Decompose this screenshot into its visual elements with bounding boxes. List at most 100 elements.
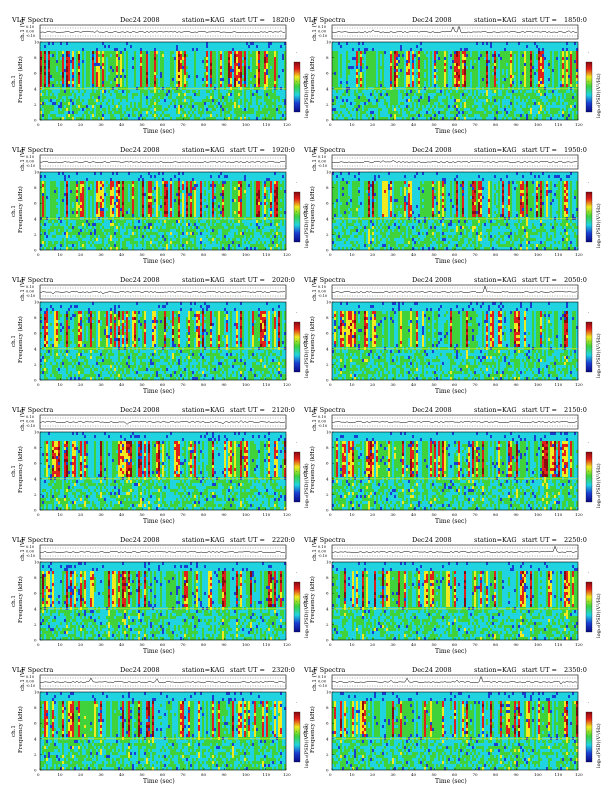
spectrogram-cell: [252, 102, 255, 106]
spectrogram-cell: [406, 60, 409, 64]
spectrogram-cell: [258, 90, 261, 94]
spectrogram-cell: [42, 57, 45, 61]
spectrogram-cell: [346, 57, 349, 61]
spectrogram-cell: [140, 72, 143, 76]
spectrogram-cell: [402, 63, 405, 67]
spectrogram-cell: [460, 108, 463, 112]
spectrogram-cell: [416, 72, 419, 76]
spectrogram-cell: [370, 117, 373, 121]
spectrogram-cell: [342, 51, 345, 55]
spectrogram-cell: [58, 48, 61, 52]
spectrogram-cell: [366, 66, 369, 70]
spectrogram-cell: [284, 78, 287, 82]
spectrogram-cell: [228, 96, 231, 100]
spectrogram-cell: [352, 45, 355, 49]
spectrogram-cell: [240, 99, 243, 103]
spectrogram-cell: [98, 90, 101, 94]
spectrogram-cell: [94, 90, 97, 94]
spectrogram-cell: [402, 96, 405, 100]
spectrogram-cell: [388, 114, 391, 118]
spectrogram-cell: [220, 60, 223, 64]
spectrogram-cell: [44, 105, 47, 109]
channel-label: ch.1: [11, 75, 17, 87]
spectrogram-cell: [166, 78, 169, 82]
spectrogram-cell: [412, 42, 415, 46]
spectrogram-cell: [394, 81, 397, 85]
spectrogram-cell: [228, 114, 231, 118]
spectrogram-cell: [40, 57, 43, 61]
spectrogram-cell: [64, 63, 67, 67]
spectrogram-cell: [268, 102, 271, 106]
spectrogram-cell: [186, 63, 189, 67]
spectrogram-cell: [54, 105, 57, 109]
spectrogram-cell: [118, 111, 121, 115]
spectrogram-cell: [74, 108, 77, 112]
spectrogram-cell: [202, 69, 205, 73]
spectrogram-cell: [382, 57, 385, 61]
spectrogram-cell: [374, 78, 377, 82]
spectrogram-cell: [176, 93, 179, 97]
spectrogram-cell: [342, 81, 345, 85]
spectrogram-cell: [272, 96, 275, 100]
spectrogram-cell: [238, 90, 241, 94]
spectrogram-cell: [66, 96, 69, 100]
spectrogram-cell: [130, 108, 133, 112]
spectrogram-cell: [346, 90, 349, 94]
spectrogram-cell: [74, 60, 77, 64]
spectrogram-cell: [106, 93, 109, 97]
spectrogram-cell: [200, 72, 203, 76]
spectrogram-cell: [424, 105, 427, 109]
spectrogram-cell: [206, 48, 209, 52]
spectrogram-cell: [436, 93, 439, 97]
spectrogram-cell: [234, 108, 237, 112]
spectrogram-cell: [92, 99, 95, 103]
spectrogram-cell: [430, 48, 433, 52]
spectrogram-cell: [146, 117, 149, 121]
spectrogram-cell: [174, 63, 177, 67]
spectrogram-cell: [150, 93, 153, 97]
spectrogram-cell: [378, 45, 381, 49]
spectrogram-cell: [254, 54, 257, 58]
spectrogram-cell: [96, 102, 99, 106]
spectrogram-cell: [176, 96, 179, 100]
spectrogram-cell: [216, 93, 219, 97]
spectrogram-cell: [192, 84, 195, 88]
spectrogram-cell: [114, 108, 117, 112]
spectrogram-cell: [218, 51, 221, 55]
spectrogram-cell: [224, 114, 227, 118]
spectrogram-cell: [106, 111, 109, 115]
spectrogram-cell: [150, 102, 153, 106]
spectrogram-cell: [242, 69, 245, 73]
spectrogram-cell: [102, 72, 105, 76]
spectrogram-cell: [196, 93, 199, 97]
spectrogram-cell: [396, 102, 399, 106]
spectrogram-cell: [110, 75, 113, 79]
spectrogram-cell: [264, 60, 267, 64]
spectrogram-cell: [406, 57, 409, 61]
spectrogram-cell: [138, 81, 141, 85]
spectrogram-cell: [378, 66, 381, 70]
spectrogram-cell: [388, 75, 391, 79]
spectrogram-cell: [132, 45, 135, 49]
spectrogram-cell: [390, 84, 393, 88]
spectrogram-cell: [98, 60, 101, 64]
spectrogram-cell: [264, 63, 267, 67]
spectrogram-cell: [380, 81, 383, 85]
spectrogram-cell: [138, 75, 141, 79]
spectrogram-cell: [116, 57, 119, 61]
spectrogram-cell: [76, 63, 79, 67]
spectrogram-cell: [390, 60, 393, 64]
spectrogram-cell: [154, 48, 157, 52]
spectrogram-cell: [132, 66, 135, 70]
spectrogram-cell: [82, 51, 85, 55]
spectrogram-cell: [418, 45, 421, 49]
spectrogram-cell: [398, 48, 401, 52]
spectrogram-cell: [58, 99, 61, 103]
spectrogram-cell: [374, 54, 377, 58]
spectrogram-cell: [410, 84, 413, 88]
spectrogram-cell: [186, 108, 189, 112]
spectrogram-cell: [52, 54, 55, 58]
spectrogram-cell: [410, 72, 413, 76]
spectrogram-cell: [146, 78, 149, 82]
spectrogram-cell: [220, 99, 223, 103]
